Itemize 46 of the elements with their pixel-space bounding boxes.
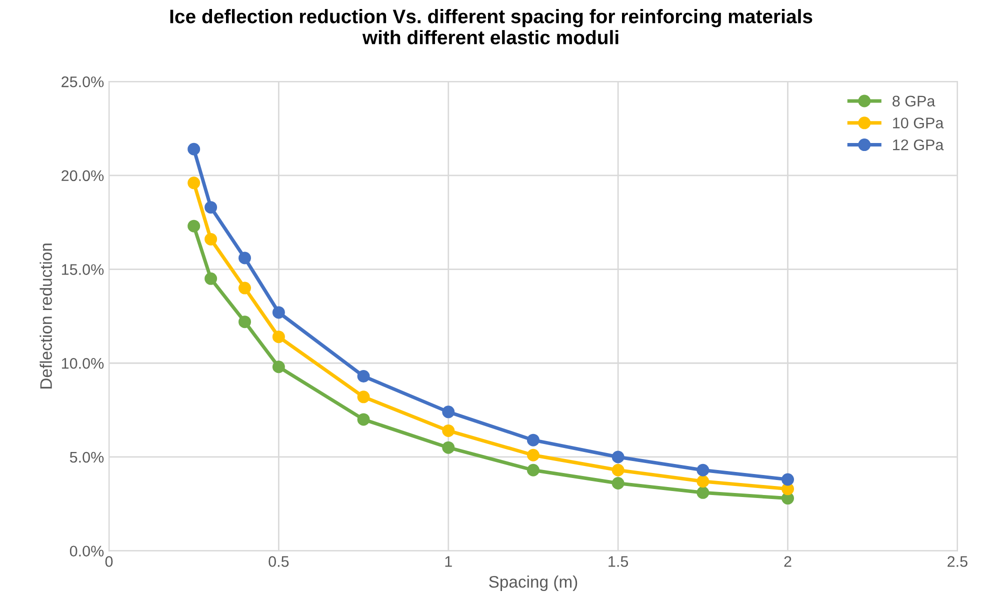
point [612,477,624,490]
point [238,252,252,264]
x-axis-title: Spacing (m) [489,576,578,592]
point [188,176,200,190]
point [188,142,200,156]
point [612,450,624,464]
point [696,475,710,488]
point [357,413,370,426]
y-axis-title: Deflection reduction [40,244,52,388]
x-tick-label: 2 [784,556,792,567]
legend-label: 12 GPa [893,139,944,150]
point [696,486,710,499]
point [442,424,455,437]
point [357,390,370,404]
point [526,448,540,462]
point [696,464,710,476]
chart-title: Ice deflection reduction Vs. different spacing for reinforcing materials with different elastic moduli [170,9,812,44]
y-tick-label: 25.0% [62,76,104,88]
legend-label: 10 GPa [893,118,944,128]
point [238,282,252,294]
point [188,220,200,232]
point [204,232,218,246]
point [526,434,540,446]
point [272,306,285,319]
y-tick-label: 0.0% [70,546,104,557]
point [442,441,455,454]
point [612,464,624,476]
y-tick-label: 20.0% [62,170,104,182]
point [204,272,218,285]
x-tick-label: 0.5 [268,556,289,567]
point [526,464,540,476]
point [272,360,285,374]
y-tick-label: 5.0% [70,452,104,463]
point [272,330,285,344]
y-tick-label: 15.0% [62,264,104,275]
point [357,370,370,383]
x-tick-label: 0 [105,556,113,567]
point [782,473,794,486]
point [204,201,218,214]
x-tick-label: 2.5 [948,556,968,567]
legend-label: 8 GPa [892,96,936,107]
x-tick-label: 1.5 [608,556,628,567]
point [442,406,455,418]
point [238,316,252,328]
x-tick-label: 1 [445,556,452,567]
y-tick-label: 10.0% [62,358,104,369]
